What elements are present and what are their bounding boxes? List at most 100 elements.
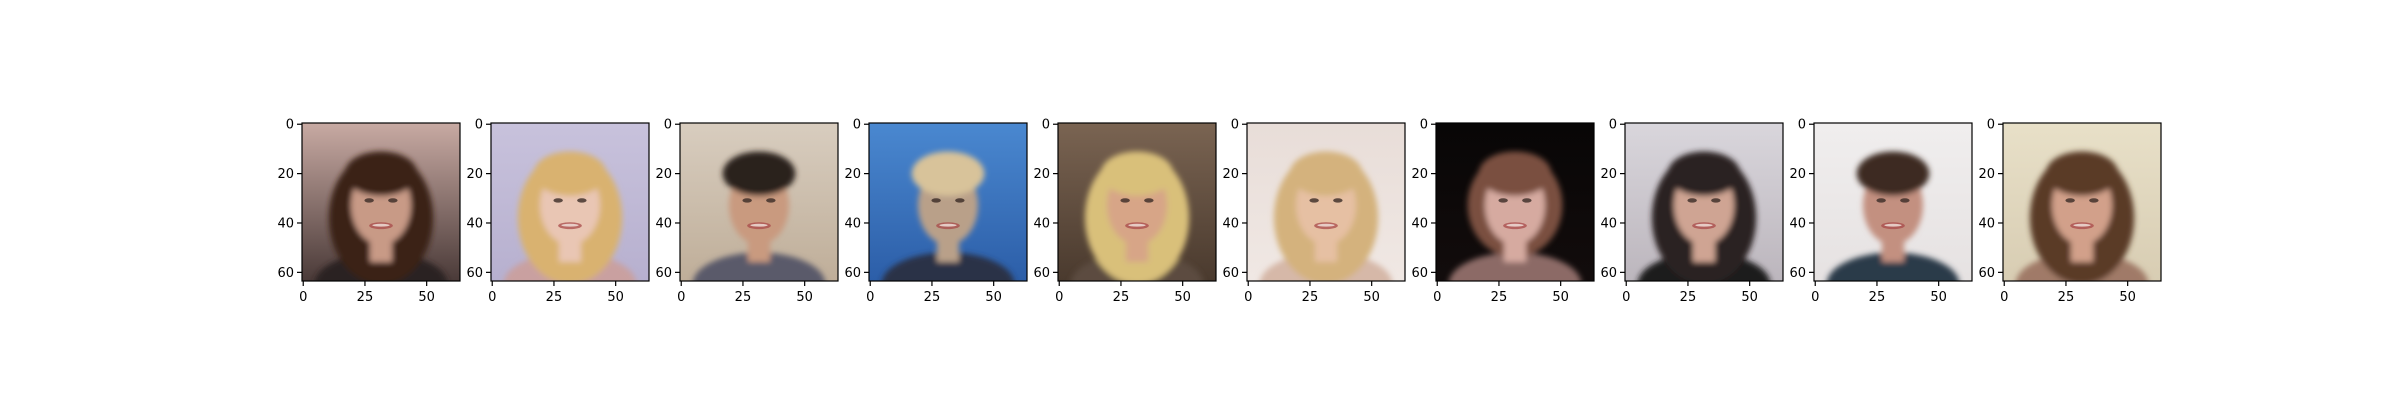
face-image bbox=[680, 123, 838, 281]
x-tick-label: 0 bbox=[488, 290, 496, 305]
x-tick-label: 25 bbox=[546, 290, 563, 305]
y-tick-label: 20 bbox=[466, 167, 483, 182]
y-tick-label: 0 bbox=[1420, 118, 1428, 133]
panel-group: 0 25 50 0 20 40 60 0 25 50 0 20 40 60 0 25 50 0 20 40 60 0 25 5… bbox=[277, 118, 2162, 305]
y-tick-label: 60 bbox=[844, 266, 861, 281]
y-tick-label: 0 bbox=[475, 118, 483, 133]
y-tick-label: 0 bbox=[664, 118, 672, 133]
y-tick-label: 60 bbox=[655, 266, 672, 281]
y-tick-label: 40 bbox=[1411, 216, 1428, 231]
y-tick-label: 40 bbox=[655, 216, 672, 231]
y-tick-label: 40 bbox=[1789, 216, 1806, 231]
face-image bbox=[1625, 123, 1783, 281]
axes-frame bbox=[1057, 122, 1217, 282]
x-tick-label: 0 bbox=[677, 290, 685, 305]
y-tick-label: 40 bbox=[844, 216, 861, 231]
y-tick-label: 60 bbox=[466, 266, 483, 281]
y-tick-label: 20 bbox=[1222, 167, 1239, 182]
face-panel: 0 25 50 0 20 40 60 bbox=[844, 118, 1028, 305]
y-tick-label: 0 bbox=[1798, 118, 1806, 133]
face-image bbox=[1814, 123, 1972, 281]
x-tick-label: 0 bbox=[866, 290, 874, 305]
x-tick-label: 50 bbox=[1552, 290, 1569, 305]
axes-frame bbox=[679, 122, 839, 282]
axes-frame bbox=[490, 122, 650, 282]
x-tick-label: 0 bbox=[1433, 290, 1441, 305]
y-tick-label: 60 bbox=[1222, 266, 1239, 281]
face-panel: 0 25 50 0 20 40 60 bbox=[1411, 118, 1595, 305]
axes-frame bbox=[1813, 122, 1973, 282]
x-tick-label: 50 bbox=[607, 290, 624, 305]
y-tick-label: 40 bbox=[1222, 216, 1239, 231]
face-panel: 0 25 50 0 20 40 60 bbox=[1600, 118, 1784, 305]
y-tick-label: 60 bbox=[1033, 266, 1050, 281]
y-tick-label: 0 bbox=[1609, 118, 1617, 133]
y-tick-label: 40 bbox=[1033, 216, 1050, 231]
x-tick-label: 50 bbox=[985, 290, 1002, 305]
axes-frame bbox=[1246, 122, 1406, 282]
y-tick-label: 0 bbox=[286, 118, 294, 133]
x-tick-label: 25 bbox=[1302, 290, 1319, 305]
y-tick-label: 20 bbox=[1978, 167, 1995, 182]
x-tick-label: 25 bbox=[924, 290, 941, 305]
y-tick-label: 20 bbox=[1789, 167, 1806, 182]
y-tick-label: 60 bbox=[277, 266, 294, 281]
y-tick-label: 20 bbox=[844, 167, 861, 182]
y-tick-label: 40 bbox=[466, 216, 483, 231]
y-tick-label: 20 bbox=[277, 167, 294, 182]
y-tick-label: 20 bbox=[1600, 167, 1617, 182]
axes-frame bbox=[1624, 122, 1784, 282]
x-tick-label: 50 bbox=[1930, 290, 1947, 305]
y-tick-label: 60 bbox=[1600, 266, 1617, 281]
x-tick-label: 0 bbox=[299, 290, 307, 305]
x-tick-label: 25 bbox=[357, 290, 374, 305]
x-tick-label: 0 bbox=[1244, 290, 1252, 305]
face-image bbox=[2003, 123, 2161, 281]
y-tick-label: 40 bbox=[277, 216, 294, 231]
y-tick-label: 20 bbox=[1033, 167, 1050, 182]
x-tick-label: 50 bbox=[2119, 290, 2136, 305]
x-tick-label: 50 bbox=[796, 290, 813, 305]
face-image bbox=[491, 123, 649, 281]
axes-frame bbox=[1435, 122, 1595, 282]
x-tick-label: 0 bbox=[1622, 290, 1630, 305]
face-panel: 0 25 50 0 20 40 60 bbox=[466, 118, 650, 305]
y-tick-label: 40 bbox=[1978, 216, 1995, 231]
y-tick-label: 20 bbox=[655, 167, 672, 182]
face-panel: 0 25 50 0 20 40 60 bbox=[1222, 118, 1406, 305]
y-tick-label: 20 bbox=[1411, 167, 1428, 182]
face-panel: 0 25 50 0 20 40 60 bbox=[277, 118, 461, 305]
x-tick-label: 50 bbox=[1174, 290, 1191, 305]
x-tick-label: 0 bbox=[1811, 290, 1819, 305]
y-tick-label: 40 bbox=[1600, 216, 1617, 231]
y-tick-label: 60 bbox=[1978, 266, 1995, 281]
y-tick-label: 0 bbox=[853, 118, 861, 133]
x-tick-label: 25 bbox=[1113, 290, 1130, 305]
face-panel: 0 25 50 0 20 40 60 bbox=[1033, 118, 1217, 305]
x-tick-label: 0 bbox=[1055, 290, 1063, 305]
y-tick-label: 60 bbox=[1789, 266, 1806, 281]
x-tick-label: 50 bbox=[1363, 290, 1380, 305]
face-image bbox=[1247, 123, 1405, 281]
face-panel: 0 25 50 0 20 40 60 bbox=[655, 118, 839, 305]
y-tick-label: 0 bbox=[1042, 118, 1050, 133]
axes-frame bbox=[868, 122, 1028, 282]
face-image bbox=[1058, 123, 1216, 281]
x-tick-label: 50 bbox=[418, 290, 435, 305]
x-tick-label: 25 bbox=[1869, 290, 1886, 305]
y-tick-label: 60 bbox=[1411, 266, 1428, 281]
face-image bbox=[1436, 123, 1594, 281]
face-panel: 0 25 50 0 20 40 60 bbox=[1789, 118, 1973, 305]
face-image bbox=[302, 123, 460, 281]
x-tick-label: 25 bbox=[1680, 290, 1697, 305]
axes-frame bbox=[2002, 122, 2162, 282]
x-tick-label: 25 bbox=[735, 290, 752, 305]
y-tick-label: 0 bbox=[1987, 118, 1995, 133]
x-tick-label: 0 bbox=[2000, 290, 2008, 305]
y-tick-label: 0 bbox=[1231, 118, 1239, 133]
face-image bbox=[869, 123, 1027, 281]
x-tick-label: 25 bbox=[2058, 290, 2075, 305]
face-panel: 0 25 50 0 20 40 60 bbox=[1978, 118, 2162, 305]
axes-frame bbox=[301, 122, 461, 282]
